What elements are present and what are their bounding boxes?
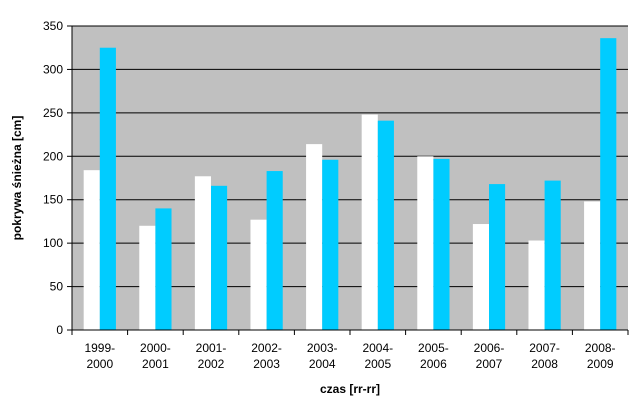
y-tick-label: 300 <box>43 62 63 76</box>
bar-series-1 <box>361 114 378 330</box>
bar-series-2 <box>155 208 172 330</box>
x-tick-label: 2000 <box>86 357 113 371</box>
bar-series-2 <box>600 38 617 330</box>
bar-series-2 <box>489 184 506 330</box>
y-tick-label: 100 <box>43 236 63 250</box>
bar-series-1 <box>194 176 211 330</box>
bar-series-1 <box>83 170 100 330</box>
x-tick-label: 2001- <box>196 341 227 355</box>
x-tick-label: 2000- <box>140 341 171 355</box>
x-tick-label: 2004 <box>309 357 336 371</box>
x-tick-label: 2007 <box>476 357 503 371</box>
bar-series-2 <box>99 47 116 330</box>
y-tick-label: 150 <box>43 193 63 207</box>
x-tick-label: 1999- <box>84 341 115 355</box>
bar-series-1 <box>139 225 156 330</box>
x-tick-label: 2005- <box>418 341 449 355</box>
x-tick-label: 2008 <box>531 357 558 371</box>
bar-series-1 <box>250 219 267 330</box>
y-tick-label: 50 <box>50 280 64 294</box>
x-tick-label: 2004- <box>362 341 393 355</box>
x-tick-label: 2002 <box>198 357 225 371</box>
bar-series-1 <box>584 201 601 330</box>
x-tick-label: 2007- <box>529 341 560 355</box>
x-tick-label: 2008- <box>585 341 616 355</box>
y-tick-label: 350 <box>43 19 63 33</box>
x-tick-label: 2003 <box>253 357 280 371</box>
bar-series-1 <box>528 240 545 330</box>
x-tick-label: 2002- <box>251 341 282 355</box>
bar-series-2 <box>322 159 339 330</box>
x-ticks: 1999- 2000 2000- 2001 2001- 2002 2002- 2003 2003… <box>71 330 629 371</box>
bar-series-1 <box>472 224 489 330</box>
bar-series-2 <box>266 171 283 330</box>
bar-series-2 <box>211 185 228 330</box>
x-tick-label: 2005 <box>364 357 391 371</box>
bar-series-2 <box>544 180 561 330</box>
bar-series-1 <box>306 144 323 330</box>
x-tick-label: 2003- <box>307 341 338 355</box>
bar-series-2 <box>433 158 450 330</box>
y-tick-label: 0 <box>56 323 63 337</box>
x-tick-label: 2006- <box>474 341 505 355</box>
y-ticks: 0 50 100 150 200 250 300 350 <box>43 19 72 337</box>
x-tick-label: 2001 <box>142 357 169 371</box>
x-axis-title: czas [rr-rr] <box>320 382 380 396</box>
y-tick-label: 200 <box>43 149 63 163</box>
bar-series-2 <box>377 120 394 330</box>
y-axis-title: pokrywa śnieżna [cm] <box>10 116 24 241</box>
bar-series-1 <box>417 156 434 330</box>
x-tick-label: 2006 <box>420 357 447 371</box>
x-tick-label: 2009 <box>587 357 614 371</box>
y-tick-label: 250 <box>43 106 63 120</box>
bars <box>83 38 617 330</box>
